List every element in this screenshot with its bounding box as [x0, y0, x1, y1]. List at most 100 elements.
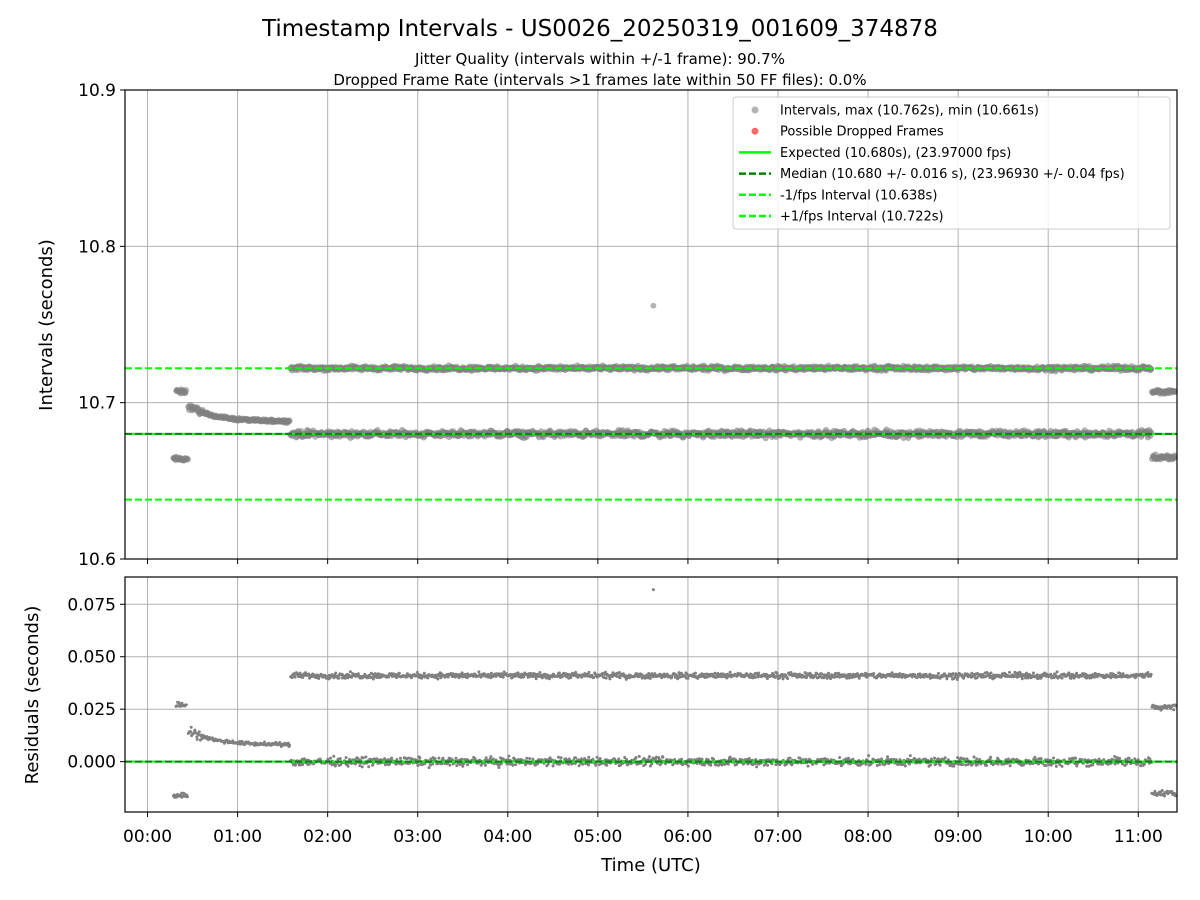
data-point — [978, 757, 982, 761]
data-point — [996, 762, 1000, 766]
data-point — [806, 764, 810, 768]
y-tick-label: 10.9 — [78, 81, 116, 101]
data-point — [557, 755, 560, 759]
legend-label: +1/fps Interval (10.722s) — [780, 210, 944, 225]
data-point — [507, 754, 511, 758]
data-point — [1172, 388, 1177, 395]
data-point — [933, 756, 937, 760]
data-point — [886, 755, 889, 759]
data-point — [329, 756, 333, 760]
data-point — [360, 765, 364, 769]
data-point — [440, 762, 444, 766]
legend-entry: Intervals, max (10.762s), min (10.661s) — [751, 104, 1039, 119]
data-point — [903, 764, 907, 768]
data-point — [686, 764, 690, 768]
legend-label: Intervals, max (10.762s), min (10.661s) — [780, 104, 1039, 119]
legend-label: Expected (10.680s), (23.97000 fps) — [780, 146, 1011, 161]
data-point — [594, 763, 598, 767]
data-point — [484, 763, 487, 767]
data-point — [293, 675, 297, 679]
data-point — [1060, 764, 1064, 768]
outlier-point — [650, 302, 657, 309]
data-point — [531, 757, 535, 761]
data-point — [587, 670, 591, 674]
data-point — [364, 755, 368, 759]
data-point — [195, 737, 199, 741]
scatter-points — [170, 302, 1177, 464]
data-point — [559, 756, 563, 760]
data-point — [757, 671, 761, 675]
y-tick-label: 10.8 — [78, 237, 116, 257]
data-point — [878, 763, 882, 767]
data-point — [864, 762, 868, 766]
data-point — [975, 757, 979, 761]
data-point — [604, 676, 608, 680]
data-point — [587, 755, 591, 759]
data-point — [557, 671, 561, 675]
data-point — [558, 762, 562, 766]
data-point — [185, 795, 189, 799]
chart-title: Timestamp Intervals - US0026_20250319_00… — [261, 16, 938, 42]
data-point — [1127, 756, 1131, 760]
data-point — [448, 763, 452, 767]
data-point — [338, 757, 342, 761]
data-point — [595, 755, 599, 759]
data-point — [867, 754, 871, 758]
data-point — [332, 754, 336, 758]
data-point — [755, 765, 759, 769]
data-point — [288, 743, 292, 747]
data-point — [395, 758, 399, 761]
data-point — [929, 763, 932, 767]
scatter-points — [172, 588, 1177, 799]
data-point — [625, 758, 629, 761]
data-point — [367, 765, 371, 769]
data-point — [560, 675, 564, 679]
data-point — [461, 764, 465, 768]
legend-entry: Possible Dropped Frames — [751, 125, 944, 140]
data-point — [333, 764, 337, 768]
data-point — [1039, 757, 1043, 761]
data-point — [416, 764, 420, 767]
data-point — [433, 757, 437, 761]
data-point — [460, 757, 464, 761]
data-point — [427, 766, 431, 770]
data-point — [574, 670, 578, 674]
data-point — [961, 763, 965, 766]
data-point — [1074, 756, 1078, 760]
data-point — [1054, 764, 1058, 768]
data-point — [720, 675, 724, 679]
data-point — [726, 762, 730, 766]
data-point — [574, 756, 577, 760]
data-point — [422, 671, 426, 675]
data-point — [397, 671, 401, 675]
data-point — [770, 762, 774, 766]
data-point — [728, 670, 732, 674]
data-point — [426, 676, 430, 680]
legend-marker — [751, 106, 759, 114]
data-point — [184, 456, 192, 463]
data-point — [654, 755, 658, 759]
data-point — [747, 757, 751, 760]
data-point — [1147, 366, 1155, 373]
data-point — [680, 757, 683, 761]
data-point — [418, 756, 422, 760]
data-point — [908, 762, 912, 766]
data-point — [650, 762, 654, 766]
data-point — [337, 676, 341, 680]
data-point — [387, 675, 391, 679]
y-tick-label: 10.6 — [78, 550, 116, 570]
data-point — [617, 757, 621, 761]
data-point — [880, 757, 883, 761]
data-point — [431, 762, 435, 766]
data-point — [598, 757, 602, 761]
data-point — [587, 763, 590, 767]
legend-label: -1/fps Interval (10.638s) — [780, 188, 937, 203]
data-point — [1142, 762, 1146, 766]
data-point — [952, 764, 956, 768]
data-point — [694, 671, 697, 675]
data-point — [804, 757, 808, 761]
data-point — [581, 762, 585, 766]
data-point — [551, 764, 555, 768]
